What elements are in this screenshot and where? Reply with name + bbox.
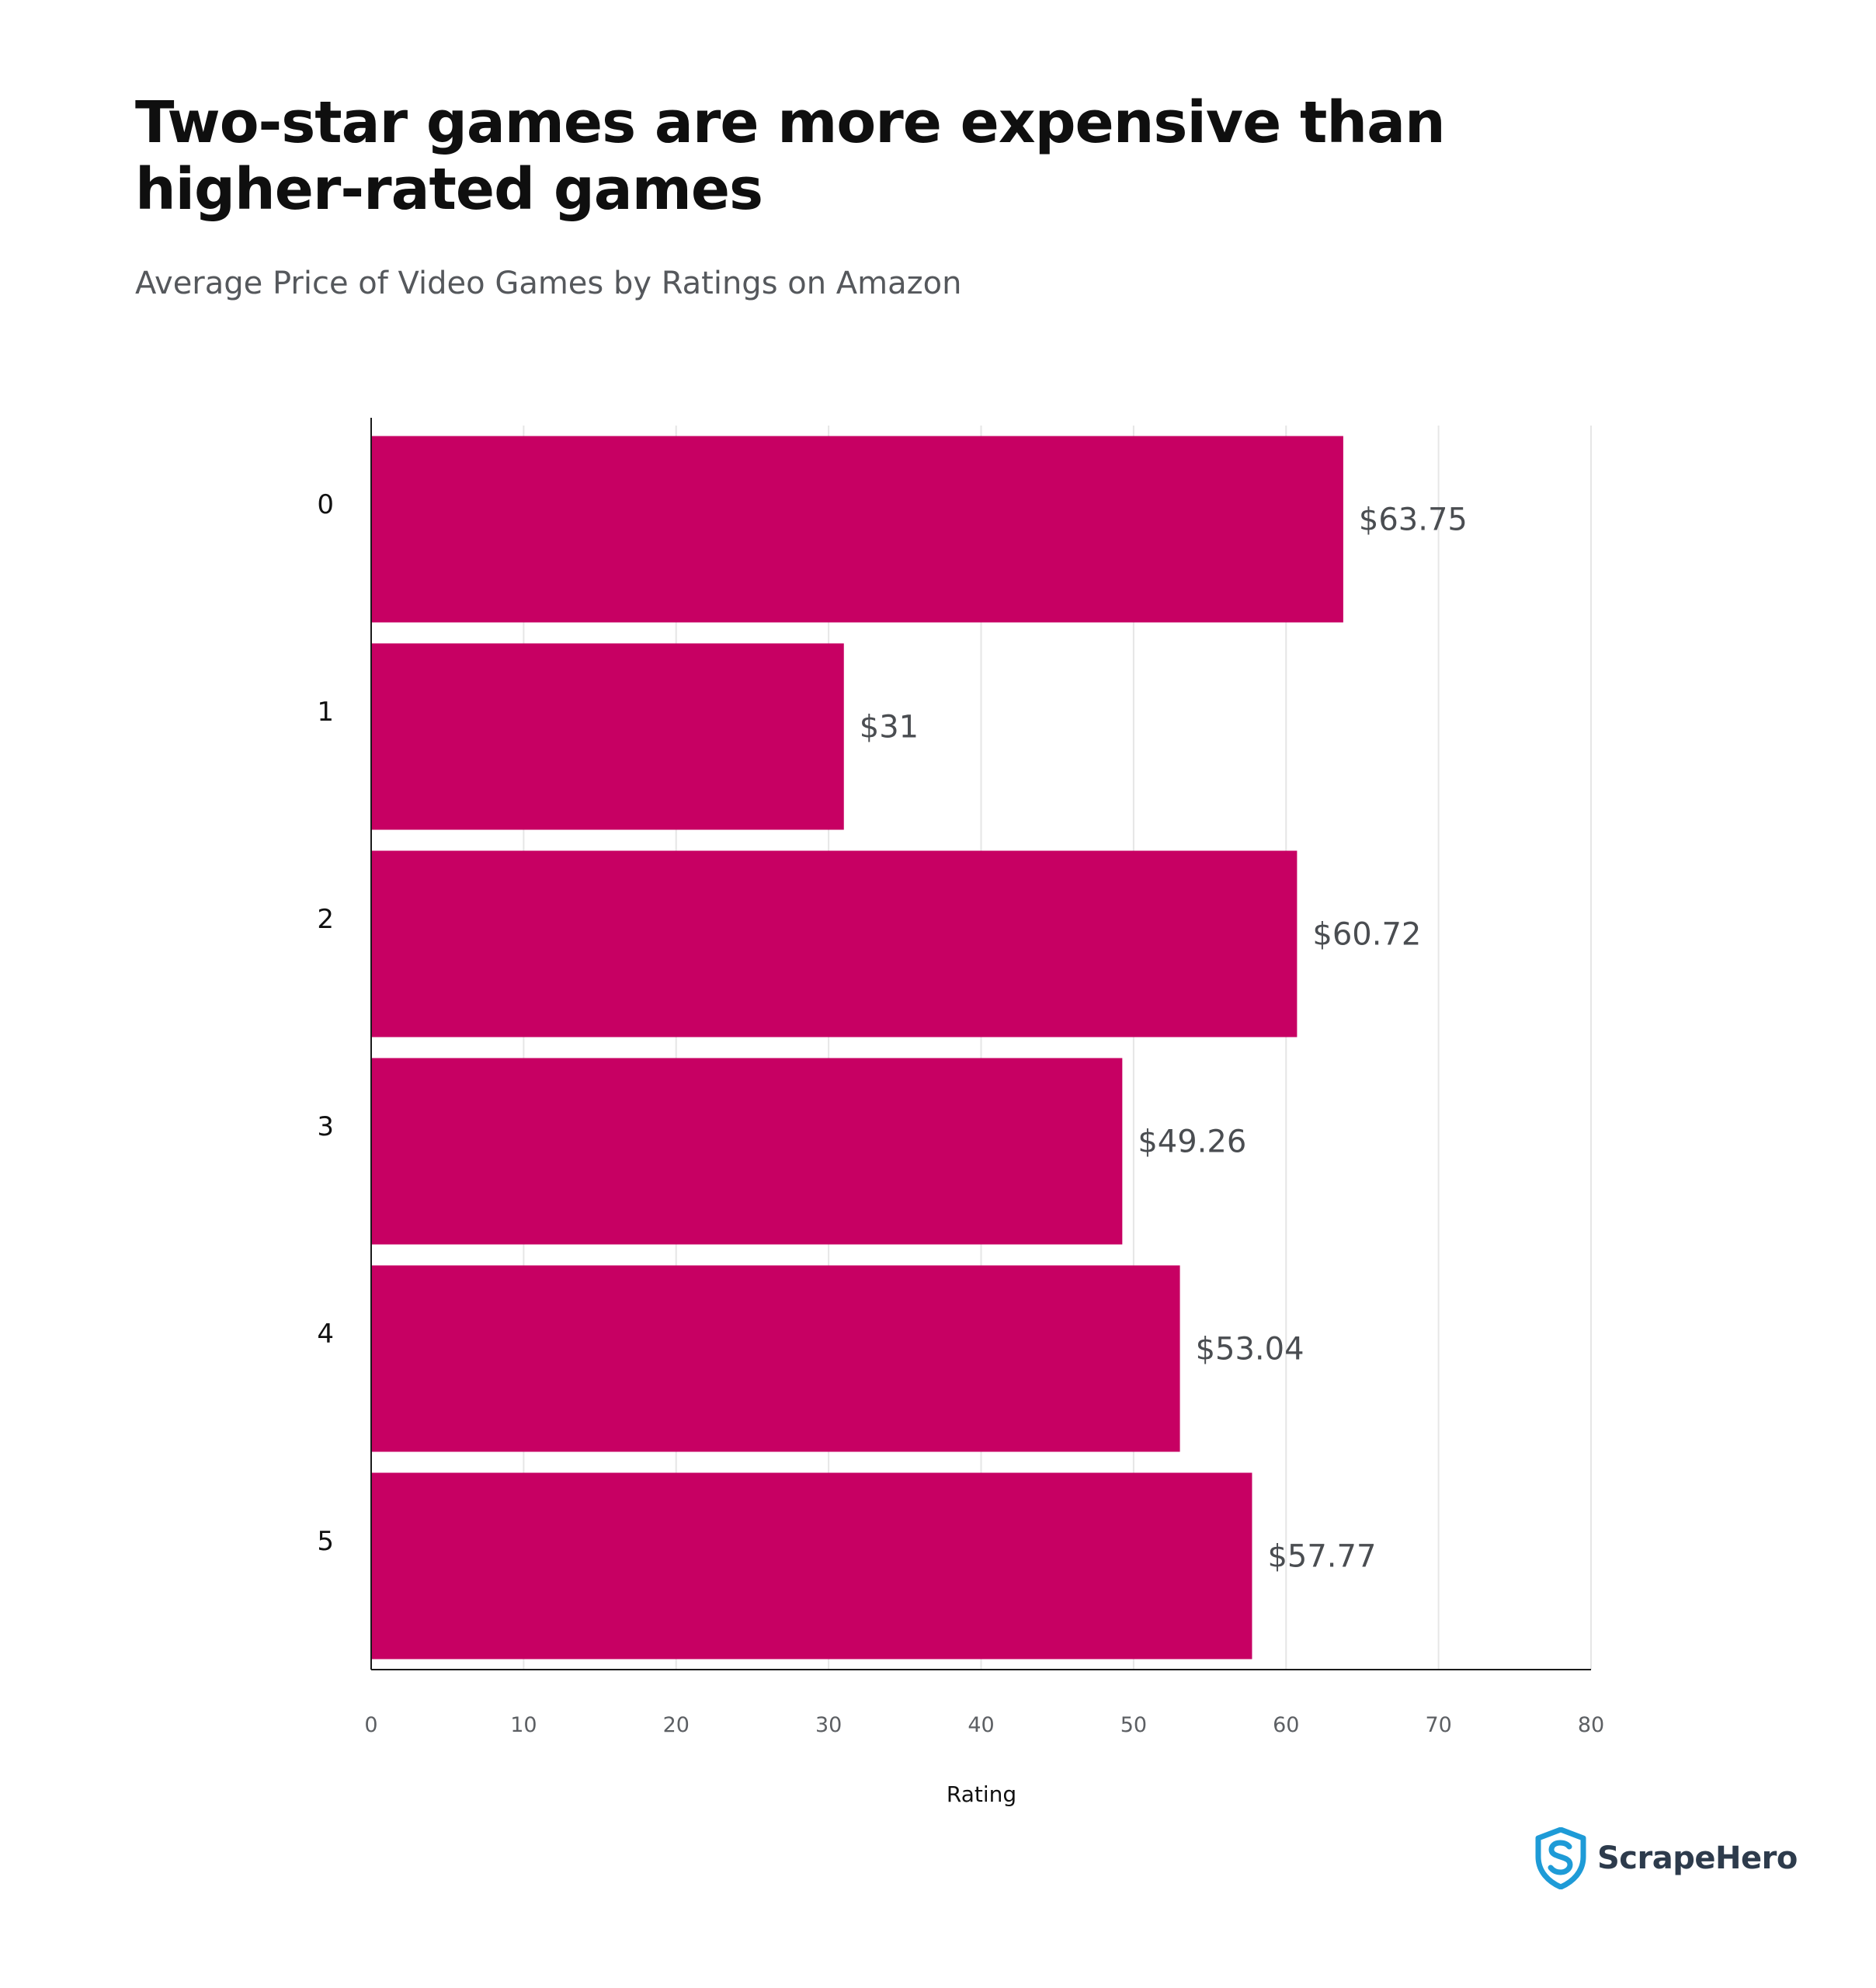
chart-subtitle: Average Price of Video Games by Ratings … [135,266,962,301]
category-label: 0 [317,489,334,520]
bar [371,1472,1252,1660]
x-tick-label: 30 [815,1713,842,1737]
x-tick-label: 70 [1425,1713,1451,1737]
axes [370,418,1591,1670]
data-label: $31 [860,710,919,746]
bar [371,1058,1123,1245]
data-label: $63.75 [1359,502,1468,538]
chart-title: Two-star games are more expensive than h… [135,89,1446,223]
gridlines [523,426,1592,1670]
bar [371,1265,1180,1452]
shield-s-logo-icon [1535,1827,1586,1889]
bar [371,643,844,830]
category-label: 5 [317,1526,334,1557]
bar [371,850,1298,1037]
category-label: 1 [317,697,334,728]
category-label: 3 [317,1111,334,1142]
x-tick-label: 20 [663,1713,690,1737]
data-label: $60.72 [1312,917,1421,953]
brand-logo: ScrapeHero [1534,1825,1798,1892]
category-label: 4 [317,1319,334,1350]
brand-name: ScrapeHero [1597,1840,1798,1876]
bars [371,436,1343,1660]
bar [371,436,1343,623]
data-label: $49.26 [1138,1124,1246,1160]
data-label: $53.04 [1196,1332,1305,1368]
category-label: 2 [317,904,334,935]
x-tick-label: 60 [1273,1713,1299,1737]
x-axis-title: Rating [947,1781,1016,1807]
x-tick-label: 50 [1120,1713,1147,1737]
x-tick-label: 40 [968,1713,994,1737]
labels: 0 10 20 30 40 50 60 70 80 0 $63.75 1 $31 2 $60.72 3 $49.… [317,489,1604,1737]
data-label: $57.77 [1267,1539,1376,1575]
x-tick-label: 80 [1578,1713,1604,1737]
x-tick-label: 10 [510,1713,537,1737]
x-tick-label: 0 [364,1713,377,1737]
